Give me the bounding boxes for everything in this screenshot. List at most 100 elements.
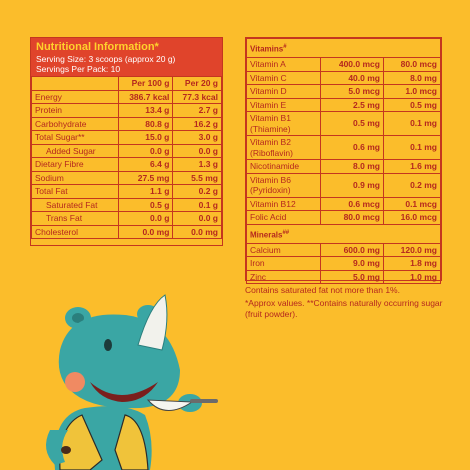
- vitamin-name: Nicotinamide: [246, 159, 321, 174]
- nutrition-row: Cholesterol 0.0 mg 0.0 mg: [30, 224, 222, 239]
- vitamin-name: Folic Acid: [246, 210, 321, 225]
- vitamins-heading: Vitamins#: [246, 37, 441, 59]
- mineral-name: Iron: [246, 256, 321, 271]
- vitamin-per100: 40.0 mg: [319, 70, 384, 86]
- mineral-per100: 600.0 mg: [319, 242, 384, 258]
- mascot-ear-left-inner: [72, 313, 84, 323]
- vitamin-name: Vitamin C: [246, 70, 321, 86]
- vitamins-heading-row: Vitamins#: [246, 37, 441, 59]
- mineral-per100: 9.0 mg: [319, 256, 384, 271]
- nutrition-row: Total Fat 1.1 g 0.2 g: [30, 184, 222, 199]
- vitamin-per20: 0.2 mg: [382, 172, 442, 198]
- footnote-approx-values: *Approx values. **Contains naturally occ…: [245, 298, 443, 319]
- nutrient-name: Added Sugar: [30, 143, 120, 158]
- vitamin-per100: 2.5 mg: [319, 97, 384, 113]
- nutrient-name: Carbohydrate: [30, 116, 120, 131]
- nutrient-per20: 0.0 g: [172, 143, 222, 158]
- nutrient-per20: 0.0 g: [172, 211, 222, 226]
- mascot-vest-right: [114, 414, 149, 470]
- vitamin-per20: 1.0 mcg: [382, 84, 442, 99]
- nutrient-name: Cholesterol: [30, 224, 120, 239]
- vitamins-sup: #: [283, 44, 287, 50]
- vitamin-row: Folic Acid 80.0 mcg 16.0 mcg: [246, 210, 442, 225]
- mineral-per100: 5.0 mg: [319, 269, 384, 285]
- minerals-heading: Minerals##: [246, 223, 441, 244]
- nutrient-name: Dietary Fibre: [30, 157, 120, 172]
- nutrient-per100: 0.0 mg: [118, 224, 174, 239]
- minerals-heading-row: Minerals##: [246, 223, 441, 244]
- nutrient-name: Protein: [30, 103, 120, 118]
- vitamins-minerals-panel: Vitamins# Vitamin A 400.0 mcg 80.0 mcg Vita…: [245, 37, 442, 285]
- vitamin-row: Vitamin B12 0.6 mcg 0.1 mcg: [246, 196, 442, 212]
- nutrition-row: Energy 386.7 kcal 77.3 kcal: [30, 89, 222, 104]
- mascot-fist: [61, 446, 71, 454]
- nutrition-row: Saturated Fat 0.5 g 0.1 g: [30, 197, 222, 212]
- vitamin-per20: 0.1 mcg: [382, 196, 442, 212]
- vitamin-per100: 8.0 mg: [319, 159, 384, 174]
- vitamin-name: Vitamin B1 (Thiamine): [246, 111, 321, 137]
- nutrient-per100: 386.7 kcal: [118, 89, 174, 104]
- nutrient-per20: 5.5 mg: [172, 170, 222, 185]
- nutrient-name: Saturated Fat: [30, 197, 120, 212]
- mineral-per20: 1.8 mg: [382, 256, 442, 271]
- blank-header: [30, 76, 120, 91]
- mascot-mouth: [90, 382, 158, 402]
- nutrient-per20: 77.3 kcal: [172, 89, 222, 104]
- minerals-label: Minerals: [250, 230, 283, 240]
- vitamin-per20: 0.5 mg: [382, 97, 442, 113]
- nutrient-per100: 1.1 g: [118, 184, 174, 199]
- nutrition-panel: Nutritional Information* Serving Size: 3…: [30, 37, 223, 246]
- mineral-per20: 1.0 mg: [382, 269, 442, 285]
- vitamin-per20: 0.1 mg: [382, 111, 442, 137]
- nutrient-per20: 0.1 g: [172, 197, 222, 212]
- footnote-saturated-fat: Contains saturated fat not more than 1%.: [245, 285, 400, 295]
- mascot-cheek: [65, 372, 85, 392]
- nutrient-per20: 0.0 mg: [172, 224, 222, 239]
- nutrition-row: Dietary Fibre 6.4 g 1.3 g: [30, 157, 222, 172]
- vitamin-name: Vitamin A: [246, 57, 321, 72]
- nutrient-per100: 15.0 g: [118, 130, 174, 145]
- vitamin-name: Vitamin B12: [246, 196, 321, 212]
- nutrient-per100: 80.8 g: [118, 116, 174, 131]
- nutrition-row: Protein 13.4 g 2.7 g: [30, 103, 222, 118]
- nutrient-per100: 0.5 g: [118, 197, 174, 212]
- vitamin-per100: 0.9 mg: [319, 172, 384, 198]
- nutrient-per100: 13.4 g: [118, 103, 174, 118]
- vitamin-name: Vitamin D: [246, 84, 321, 99]
- mineral-per20: 120.0 mg: [382, 242, 442, 258]
- nutrition-row: Trans Fat 0.0 g 0.0 g: [30, 211, 222, 226]
- nutrient-per20: 16.2 g: [172, 116, 222, 131]
- nutrient-per20: 3.0 g: [172, 130, 222, 145]
- nutrition-row: Sodium 27.5 mg 5.5 mg: [30, 170, 222, 185]
- nutrient-per20: 2.7 g: [172, 103, 222, 118]
- col-per100-header: Per 100 g: [118, 76, 174, 91]
- mineral-name: Calcium: [246, 242, 321, 258]
- nutrition-table-header: Per 100 g Per 20 g: [30, 76, 222, 91]
- nutrition-row: Carbohydrate 80.8 g 16.2 g: [30, 116, 222, 131]
- spoon-handle: [190, 399, 218, 403]
- rhino-mascot-illustration: [46, 294, 218, 470]
- vitamin-name: Vitamin B6 (Pyridoxin): [246, 172, 321, 198]
- vitamin-per20: 16.0 mcg: [382, 210, 442, 225]
- mineral-name: Zinc: [246, 269, 321, 285]
- vitamin-per100: 0.6 mg: [319, 135, 384, 161]
- nutrient-name: Sodium: [30, 170, 120, 185]
- vitamin-per100: 400.0 mcg: [319, 57, 384, 72]
- nutrient-per20: 0.2 g: [172, 184, 222, 199]
- col-per20-header: Per 20 g: [172, 76, 222, 91]
- nutrient-name: Energy: [30, 89, 120, 104]
- nutrient-name: Total Sugar**: [30, 130, 120, 145]
- minerals-sup: ##: [282, 229, 290, 236]
- vitamin-row: Vitamin E 2.5 mg 0.5 mg: [246, 97, 442, 113]
- nutrition-title: Nutritional Information*: [36, 41, 159, 53]
- vitamin-row: Nicotinamide 8.0 mg 1.6 mg: [246, 159, 442, 174]
- nutrition-table: Per 100 g Per 20 g Energy 386.7 kcal 77.3 …: [30, 76, 222, 239]
- vitamin-row: Vitamin C 40.0 mg 8.0 mg: [246, 70, 442, 86]
- nutrition-row: Total Sugar** 15.0 g 3.0 g: [30, 130, 222, 145]
- nutrition-row: Added Sugar 0.0 g 0.0 g: [30, 143, 222, 158]
- nutrient-name: Trans Fat: [30, 211, 120, 226]
- vitamin-per20: 8.0 mg: [382, 70, 442, 86]
- vitamin-per100: 0.6 mcg: [319, 196, 384, 212]
- nutrient-per20: 1.3 g: [172, 157, 222, 172]
- mineral-row: Iron 9.0 mg 1.8 mg: [246, 256, 442, 271]
